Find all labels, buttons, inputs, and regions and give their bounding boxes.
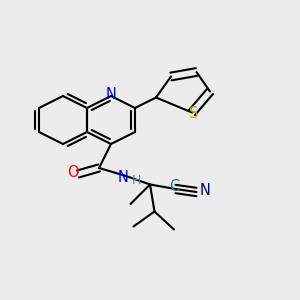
Text: N: N xyxy=(118,169,128,184)
Text: N: N xyxy=(200,183,210,198)
Text: N: N xyxy=(106,87,116,102)
Text: S: S xyxy=(189,106,198,122)
Text: C: C xyxy=(169,179,179,194)
Text: H: H xyxy=(132,173,141,187)
Text: O: O xyxy=(67,165,78,180)
